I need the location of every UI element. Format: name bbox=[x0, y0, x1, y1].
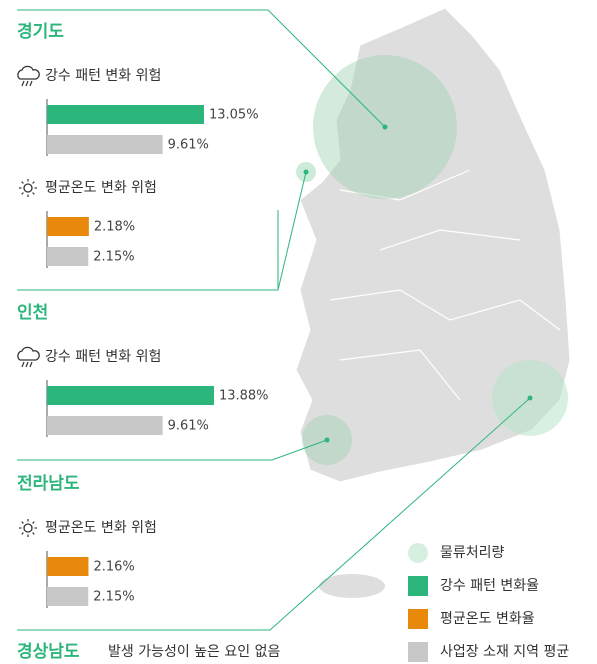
value-label: 13.05% bbox=[209, 108, 259, 123]
sun bbox=[23, 523, 33, 533]
ray bbox=[32, 192, 35, 195]
ray bbox=[32, 532, 35, 535]
value-label: 9.61% bbox=[168, 138, 209, 153]
metric-label: 강수 패턴 변화 위험 bbox=[45, 349, 161, 365]
bar bbox=[47, 247, 89, 266]
ray bbox=[32, 181, 35, 184]
value-label: 2.16% bbox=[93, 560, 134, 575]
sun bbox=[23, 183, 33, 193]
bar bbox=[47, 217, 89, 236]
bar bbox=[47, 557, 89, 576]
region-name: 경기도 bbox=[17, 22, 64, 42]
ray bbox=[21, 181, 24, 184]
value-label: 13.88% bbox=[219, 389, 269, 404]
value-label: 9.61% bbox=[168, 419, 209, 434]
ray bbox=[21, 192, 24, 195]
leader-line bbox=[17, 9, 386, 128]
metric-label: 강수 패턴 변화 위험 bbox=[45, 68, 161, 84]
legend-swatch bbox=[408, 609, 428, 629]
drop bbox=[25, 361, 29, 368]
bar bbox=[47, 135, 163, 154]
drop bbox=[21, 80, 25, 87]
drop bbox=[21, 361, 25, 368]
sun-icon bbox=[19, 179, 37, 197]
region-note: 발생 가능성이 높은 요인 없음 bbox=[108, 644, 280, 660]
legend-label: 사업장 소재 지역 평균 bbox=[440, 644, 569, 660]
bar bbox=[47, 105, 204, 124]
drop bbox=[25, 80, 29, 87]
cloud bbox=[17, 65, 40, 80]
bar bbox=[47, 386, 214, 405]
legend-label: 물류처리량 bbox=[440, 545, 505, 561]
region-name: 전라남도 bbox=[17, 474, 80, 494]
map bbox=[295, 7, 571, 598]
region-name: 인천 bbox=[17, 303, 48, 323]
legend-swatch bbox=[408, 642, 428, 662]
sun-icon bbox=[19, 519, 37, 537]
metric-label: 평균온도 변화 위험 bbox=[45, 520, 157, 536]
legend-label: 강수 패턴 변화율 bbox=[440, 578, 539, 594]
leader-line bbox=[17, 397, 531, 631]
value-label: 2.15% bbox=[93, 590, 134, 605]
pin bbox=[382, 124, 388, 130]
drop bbox=[29, 361, 33, 368]
pin bbox=[303, 169, 309, 175]
value-label: 2.15% bbox=[93, 250, 134, 265]
bar bbox=[47, 416, 163, 435]
legend-label: 평균온도 변화율 bbox=[440, 611, 535, 627]
ray bbox=[21, 521, 24, 524]
rain-icon bbox=[17, 65, 40, 87]
rain-icon bbox=[17, 346, 40, 368]
province-borders bbox=[329, 169, 561, 401]
ray bbox=[32, 521, 35, 524]
metric-label: 평균온도 변화 위험 bbox=[45, 180, 157, 196]
value-label: 2.18% bbox=[94, 220, 135, 235]
ray bbox=[21, 532, 24, 535]
bar bbox=[47, 587, 89, 606]
leader-line bbox=[17, 439, 328, 461]
leader-lines bbox=[17, 9, 533, 631]
peninsula bbox=[295, 7, 571, 483]
legend-swatch bbox=[408, 543, 428, 563]
jeju bbox=[319, 574, 385, 598]
drop bbox=[29, 80, 33, 87]
pin bbox=[324, 437, 330, 443]
legend-swatch bbox=[408, 576, 428, 596]
pin bbox=[527, 395, 533, 401]
cloud bbox=[17, 346, 40, 361]
region-name: 경상남도 bbox=[17, 642, 80, 662]
